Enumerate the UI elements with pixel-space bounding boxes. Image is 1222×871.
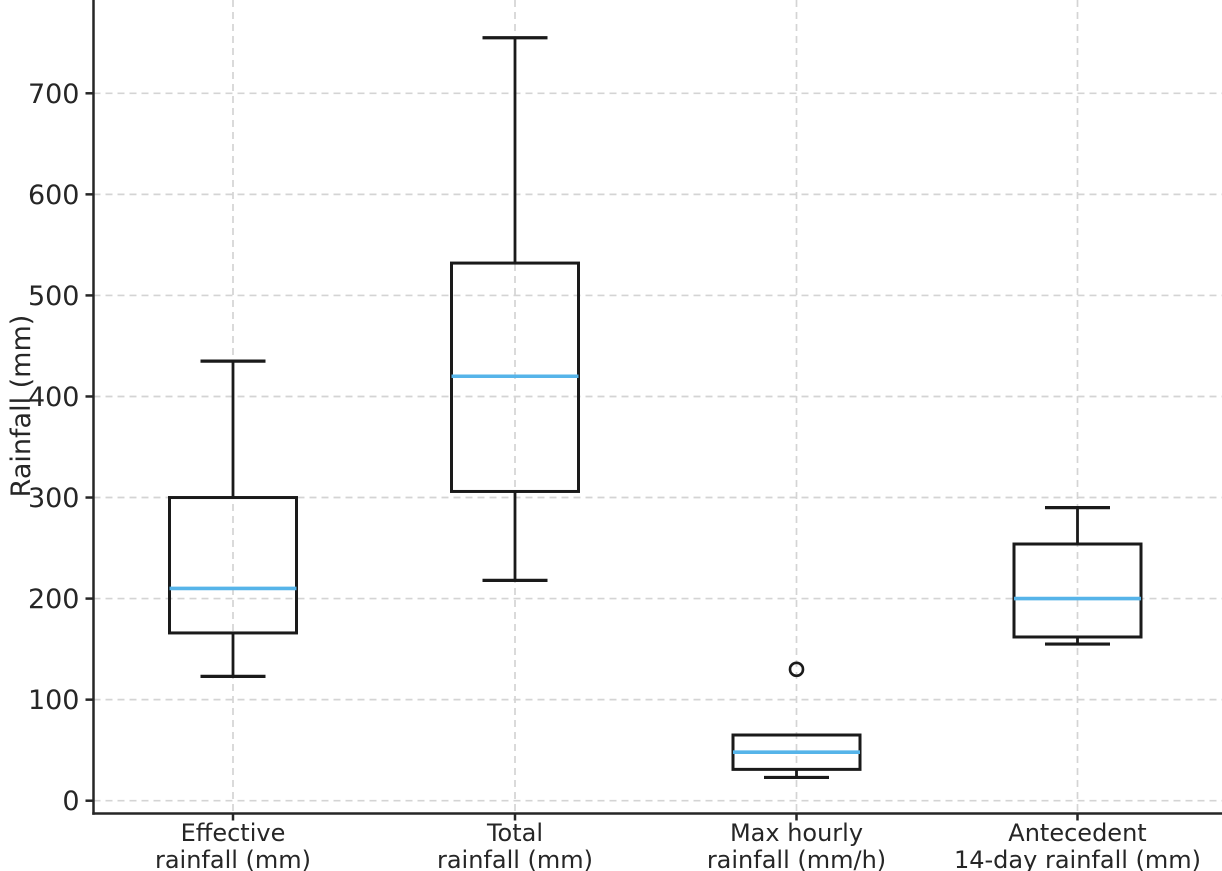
box-group-effective-rainfall-mm: [168, 359, 298, 678]
x-tick-label-antecedent-14-day-rainfall-mm-line1: Antecedent: [1008, 819, 1146, 847]
x-tick-label-max-hourly-rainfall-mm-h-line2: rainfall (mm/h): [707, 846, 886, 871]
box-group-total-rainfall-mm: [450, 36, 580, 582]
x-tick-label-max-hourly-rainfall-mm-h-line1: Max hourly: [730, 819, 863, 847]
y-axis-label: Rainfall (mm): [6, 315, 37, 498]
y-tick-label-100: 100: [28, 685, 80, 716]
y-tick-label-600: 600: [28, 180, 80, 211]
box-rect: [168, 496, 298, 635]
y-tick-label-700: 700: [28, 79, 80, 110]
box-group-max-hourly-rainfall-mm-h: [731, 661, 862, 780]
box-group-antecedent-14-day-rainfall-mm: [1012, 506, 1143, 646]
y-tick-label-500: 500: [28, 281, 80, 312]
box-rect: [1012, 542, 1143, 639]
x-tick-label-antecedent-14-day-rainfall-mm-line2: 14-day rainfall (mm): [954, 846, 1201, 871]
x-tick-label-total-rainfall-mm-line2: rainfall (mm): [437, 846, 593, 871]
y-tick-label-0: 0: [62, 786, 79, 817]
x-tick-label-effective-rainfall-mm-line2: rainfall (mm): [155, 846, 311, 871]
y-tick-label-200: 200: [28, 584, 80, 615]
y-tick-label-300: 300: [28, 483, 80, 514]
outlier-point: [788, 661, 805, 678]
x-tick-label-total-rainfall-mm-line1: Total: [486, 819, 543, 847]
y-tick-label-400: 400: [28, 382, 80, 413]
x-tick-label-effective-rainfall-mm-line1: Effective: [181, 819, 286, 847]
